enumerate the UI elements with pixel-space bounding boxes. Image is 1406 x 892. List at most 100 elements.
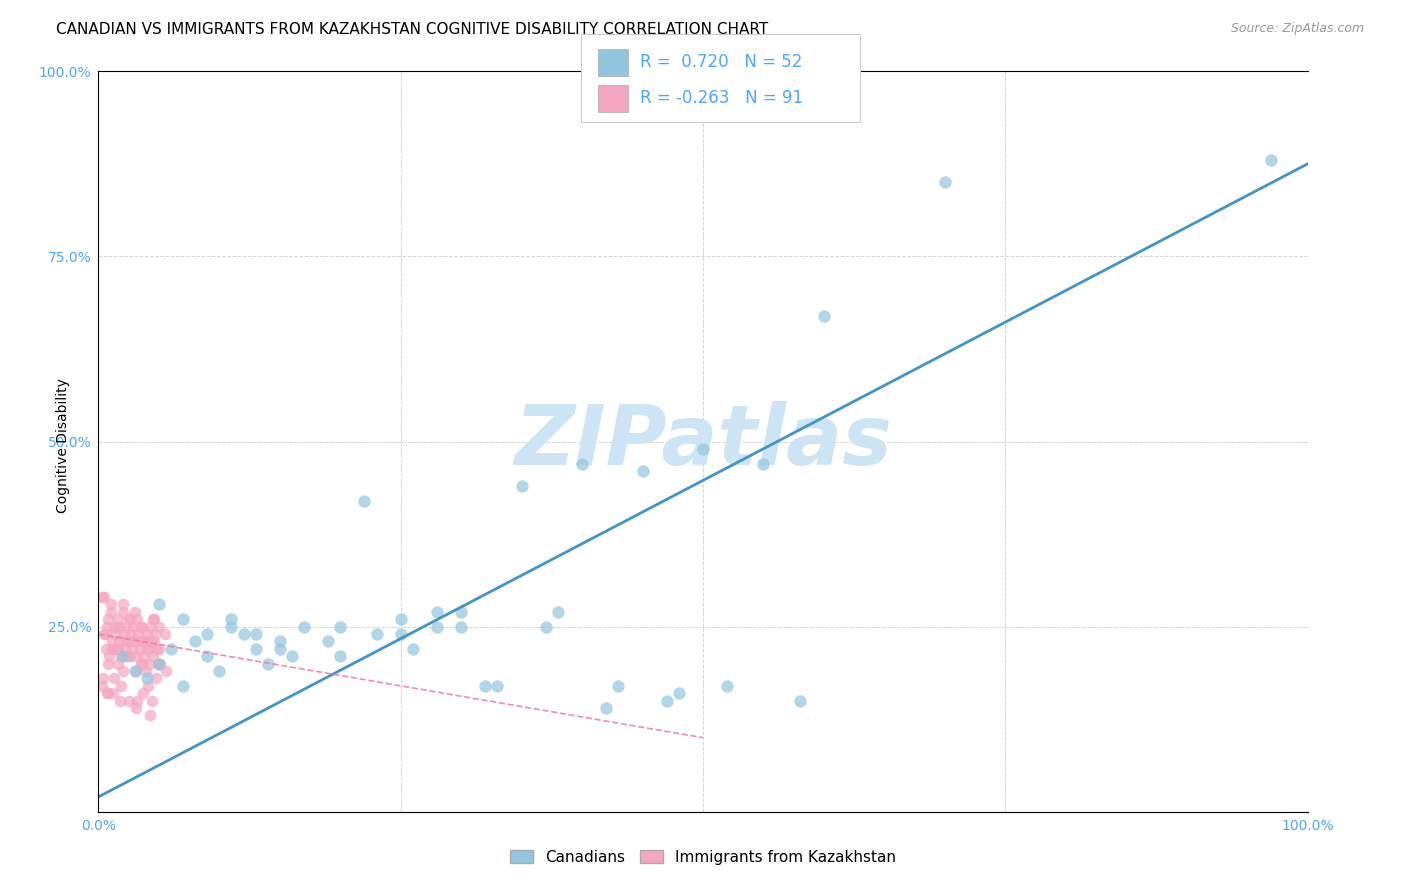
Point	[103, 619, 125, 633]
Point	[96, 619, 118, 633]
Point	[97, 657, 120, 671]
Point	[118, 612, 141, 626]
Point	[148, 641, 170, 656]
Point	[129, 657, 152, 671]
Point	[595, 701, 617, 715]
Point	[103, 672, 125, 686]
Point	[112, 627, 135, 641]
Point	[110, 649, 132, 664]
Point	[486, 679, 509, 693]
Point	[93, 590, 115, 604]
Point	[534, 619, 557, 633]
Point	[329, 649, 352, 664]
Point	[132, 686, 155, 700]
Point	[118, 649, 141, 664]
Point	[94, 627, 117, 641]
Point	[111, 664, 134, 678]
Point	[139, 708, 162, 723]
Point	[105, 641, 128, 656]
Point	[118, 694, 141, 708]
Point	[97, 612, 120, 626]
Point	[221, 612, 243, 626]
Point	[1260, 153, 1282, 168]
Point	[122, 619, 145, 633]
Point	[115, 619, 138, 633]
Point	[450, 619, 472, 633]
Point	[135, 634, 157, 648]
Point	[668, 686, 690, 700]
Point	[112, 634, 135, 648]
Point	[107, 657, 129, 671]
Point	[91, 590, 114, 604]
Point	[135, 641, 157, 656]
Point	[269, 634, 291, 648]
Text: Source: ZipAtlas.com: Source: ZipAtlas.com	[1230, 22, 1364, 36]
Point	[128, 641, 150, 656]
Point	[139, 619, 162, 633]
Point	[450, 605, 472, 619]
Point	[655, 694, 678, 708]
Point	[813, 309, 835, 323]
Point	[172, 679, 194, 693]
Point	[148, 657, 170, 671]
Point	[631, 464, 654, 478]
Point	[98, 649, 121, 664]
Point	[329, 619, 352, 633]
Point	[136, 641, 159, 656]
Point	[692, 442, 714, 456]
Point	[117, 649, 139, 664]
Point	[789, 694, 811, 708]
Point	[91, 672, 114, 686]
Point	[752, 457, 775, 471]
Point	[121, 634, 143, 648]
Point	[195, 627, 218, 641]
Point	[145, 672, 167, 686]
Point	[145, 641, 167, 656]
Point	[118, 649, 141, 664]
Point	[131, 634, 153, 648]
Point	[121, 641, 143, 656]
Point	[316, 634, 339, 648]
Point	[160, 641, 183, 656]
Point	[426, 619, 449, 633]
Point	[426, 605, 449, 619]
Point	[125, 649, 148, 664]
Point	[134, 649, 156, 664]
Point	[125, 664, 148, 678]
Point	[96, 686, 118, 700]
Point	[142, 612, 165, 626]
Point	[281, 649, 304, 664]
Point	[195, 649, 218, 664]
Point	[124, 605, 146, 619]
Point	[100, 598, 122, 612]
Point	[148, 619, 170, 633]
Point	[135, 664, 157, 678]
Legend: Canadians, Immigrants from Kazakhstan: Canadians, Immigrants from Kazakhstan	[503, 844, 903, 871]
Point	[131, 657, 153, 671]
Point	[474, 679, 496, 693]
Point	[127, 612, 149, 626]
Point	[221, 619, 243, 633]
Point	[117, 634, 139, 648]
Point	[208, 664, 231, 678]
Point	[389, 627, 412, 641]
Point	[402, 641, 425, 656]
Point	[366, 627, 388, 641]
Point	[143, 627, 166, 641]
Point	[172, 612, 194, 626]
Point	[127, 627, 149, 641]
Point	[232, 627, 254, 641]
Point	[934, 175, 956, 190]
Point	[547, 605, 569, 619]
Point	[111, 605, 134, 619]
Point	[146, 657, 169, 671]
Point	[389, 612, 412, 626]
Point	[245, 627, 267, 641]
Point	[132, 634, 155, 648]
Point	[100, 634, 122, 648]
Point	[107, 612, 129, 626]
Point	[256, 657, 278, 671]
Point	[114, 641, 136, 656]
Point	[127, 694, 149, 708]
Text: R =  0.720   N = 52: R = 0.720 N = 52	[640, 54, 801, 71]
